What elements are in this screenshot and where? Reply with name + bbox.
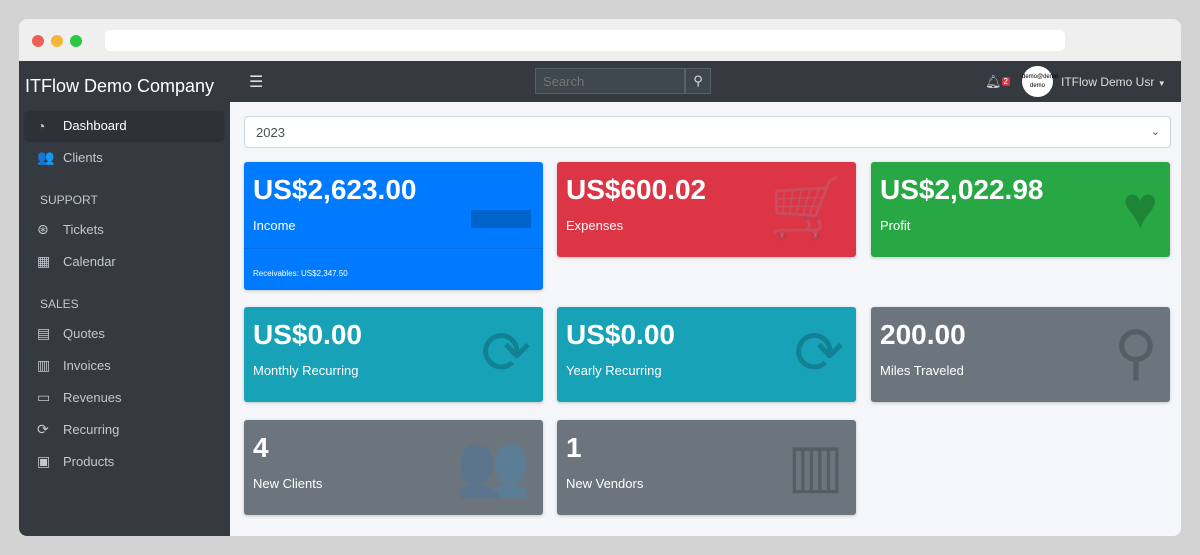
box-icon: ▣ xyxy=(37,453,51,469)
sidebar-item-label: Dashboard xyxy=(63,118,127,133)
caret-down-icon: ▼ xyxy=(1157,79,1166,88)
sidebar-item-label: Recurring xyxy=(63,422,120,437)
search-input[interactable] xyxy=(535,68,685,94)
sidebar-item-label: Tickets xyxy=(63,222,104,237)
stat-card-income[interactable]: US$2,623.00 Income ▬ Receivables: US$2,347.… xyxy=(244,162,543,290)
sidebar-item-tickets[interactable]: ⊛ Tickets xyxy=(25,215,224,244)
heart-icon: ♥ xyxy=(1122,174,1158,241)
sidebar-item-label: Quotes xyxy=(63,326,105,341)
search-button[interactable]: ⚲ xyxy=(685,68,711,94)
file-icon: ▤ xyxy=(37,325,51,341)
stat-card-yearly-recurring[interactable]: US$0.00 Yearly Recurring ⟳ xyxy=(557,307,856,402)
sidebar-item-label: Clients xyxy=(63,150,103,165)
shopping-cart-icon: 🛒 xyxy=(769,174,844,241)
stat-label: Miles Traveled xyxy=(880,363,964,378)
stat-label: Yearly Recurring xyxy=(566,363,662,378)
sidebar-item-quotes[interactable]: ▤ Quotes xyxy=(25,319,224,348)
chevron-down-icon: ⌄ xyxy=(1150,126,1160,138)
sidebar-header: SUPPORT xyxy=(40,193,98,207)
users-icon: 👥 xyxy=(37,149,55,165)
avatar[interactable]: demo@demo demo xyxy=(1022,66,1058,97)
browser-window: ITFlow Demo Company ◔ Dashboard 👥 Clients SU… xyxy=(19,19,1181,536)
stat-label: Monthly Recurring xyxy=(253,363,359,378)
sidebar-item-products[interactable]: ▣ Products xyxy=(25,447,224,476)
stat-card-miles-traveled[interactable]: 200.00 Miles Traveled ⚲ xyxy=(871,307,1170,402)
stat-value: US$2,022.98 xyxy=(880,174,1044,205)
main-content: 2023 ⌄ US$2,623.00 Income ▬ Receivables: US$… xyxy=(230,102,1181,536)
close-dot[interactable] xyxy=(32,35,44,47)
search-form: ⚲ xyxy=(535,68,711,94)
life-ring-icon: ⊛ xyxy=(37,221,49,237)
maximize-dot[interactable] xyxy=(70,35,82,47)
sidebar-item-revenues[interactable]: ▭ Revenues xyxy=(25,383,224,412)
stat-card-expenses[interactable]: US$600.02 Expenses 🛒 xyxy=(557,162,856,257)
tachometer-icon: ◔ xyxy=(37,117,46,134)
stat-card-new-clients[interactable]: 4 New Clients 👥 xyxy=(244,420,543,515)
year-select[interactable]: 2023 ⌄ xyxy=(244,116,1171,148)
year-value: 2023 xyxy=(256,125,285,140)
topbar: ☰ ⚲ 🔔︎2 demo@demo demo ITFlow Demo Usr ▼ xyxy=(230,61,1181,102)
sidebar: ITFlow Demo Company ◔ Dashboard 👥 Clients SU… xyxy=(19,61,230,536)
sync-icon: ⟳ xyxy=(480,319,531,386)
stat-label: New Vendors xyxy=(566,476,644,491)
stat-value: US$0.00 xyxy=(566,319,675,350)
stat-value: US$2,623.00 xyxy=(253,174,417,205)
building-icon: ▥ xyxy=(787,432,844,499)
route-icon: ⚲ xyxy=(1114,319,1158,386)
stat-value: US$0.00 xyxy=(253,319,362,350)
minimize-dot[interactable] xyxy=(51,35,63,47)
sidebar-item-clients[interactable]: 👥 Clients xyxy=(25,143,224,172)
sidebar-item-label: Calendar xyxy=(63,254,116,269)
stat-label: New Clients xyxy=(253,476,323,491)
sidebar-item-calendar[interactable]: ▦ Calendar xyxy=(25,247,224,276)
stat-value: US$600.02 xyxy=(566,174,707,205)
sidebar-item-label: Products xyxy=(63,454,115,469)
users-icon: 👥 xyxy=(456,432,531,499)
credit-card-icon: ▭ xyxy=(37,389,51,405)
brand[interactable]: ITFlow Demo Company xyxy=(25,76,215,96)
calendar-icon: ▦ xyxy=(37,253,51,269)
stat-card-profit[interactable]: US$2,022.98 Profit ♥ xyxy=(871,162,1170,257)
receivables-footer: Receivables: US$2,347.50 xyxy=(244,248,543,290)
notifications-button[interactable]: 🔔︎ 2 xyxy=(985,74,1010,90)
sync-icon: ⟳ xyxy=(793,319,844,386)
stat-label: Income xyxy=(253,218,296,233)
sidebar-item-dashboard[interactable]: ◔ Dashboard xyxy=(25,111,224,140)
sidebar-item-invoices[interactable]: ▥ Invoices xyxy=(25,351,224,380)
stat-card-new-vendors[interactable]: 1 New Vendors ▥ xyxy=(557,420,856,515)
credit-card-icon: ▬ xyxy=(471,174,531,241)
stat-card-monthly-recurring[interactable]: US$0.00 Monthly Recurring ⟳ xyxy=(244,307,543,402)
sync-icon: ⟳ xyxy=(37,421,49,437)
sidebar-item-label: Revenues xyxy=(63,390,122,405)
user-name: ITFlow Demo Usr xyxy=(1061,75,1155,89)
notification-badge: 2 xyxy=(1001,77,1010,86)
invoice-icon: ▥ xyxy=(37,357,51,373)
stat-value: 200.00 xyxy=(880,319,966,350)
address-bar[interactable] xyxy=(105,30,1065,51)
stat-value: 1 xyxy=(566,432,582,463)
sidebar-item-label: Invoices xyxy=(63,358,111,373)
search-icon: ⚲ xyxy=(693,73,703,88)
bell-icon: 🔔︎ xyxy=(985,74,1002,89)
stat-label: Profit xyxy=(880,218,911,233)
sidebar-header: SALES xyxy=(40,297,79,311)
stat-value: 4 xyxy=(253,432,269,463)
sidebar-item-recurring[interactable]: ⟳ Recurring xyxy=(25,415,224,444)
stat-label: Expenses xyxy=(566,218,624,233)
user-menu[interactable]: ITFlow Demo Usr ▼ xyxy=(1061,75,1166,89)
menu-toggle-icon[interactable]: ☰ xyxy=(249,74,264,91)
